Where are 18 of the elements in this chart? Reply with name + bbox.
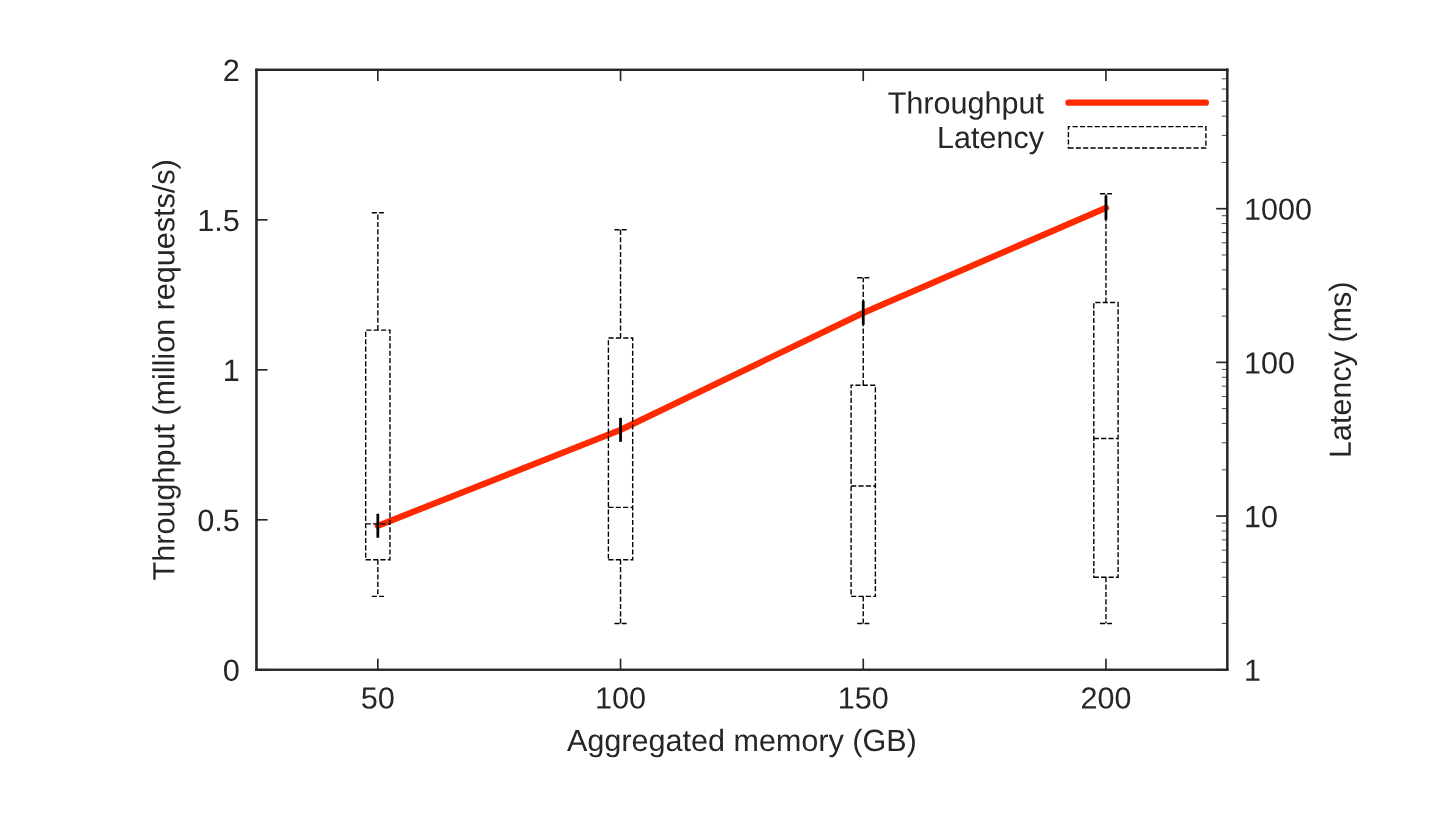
y2-tick-label: 1: [1246, 659, 1260, 681]
legend-label: Throughput: [888, 91, 1044, 120]
y-tick-label: 1: [225, 359, 239, 381]
y-axis-title: Throughput (million requests/s): [152, 161, 181, 580]
y2-tick-label: 100: [1246, 352, 1294, 374]
y2-axis-title: Latency (ms): [1328, 283, 1358, 456]
x-tick-label: 200: [1082, 687, 1131, 709]
y-tick-label: 0: [224, 659, 239, 682]
x-tick-label: 100: [597, 687, 645, 709]
x-axis-title: Aggregated memory (GB): [567, 728, 915, 758]
y-tick-label: 2: [224, 59, 239, 81]
x-tick-label: 50: [362, 687, 394, 709]
y2-tick-label: 10: [1246, 505, 1277, 528]
y-tick-label: 0.5: [198, 509, 239, 532]
x-tick-label: 150: [840, 687, 888, 709]
legend-label: Latency: [939, 126, 1044, 155]
y2-tick-label: 1000: [1246, 198, 1311, 221]
y-tick-label: 1.5: [199, 209, 239, 232]
